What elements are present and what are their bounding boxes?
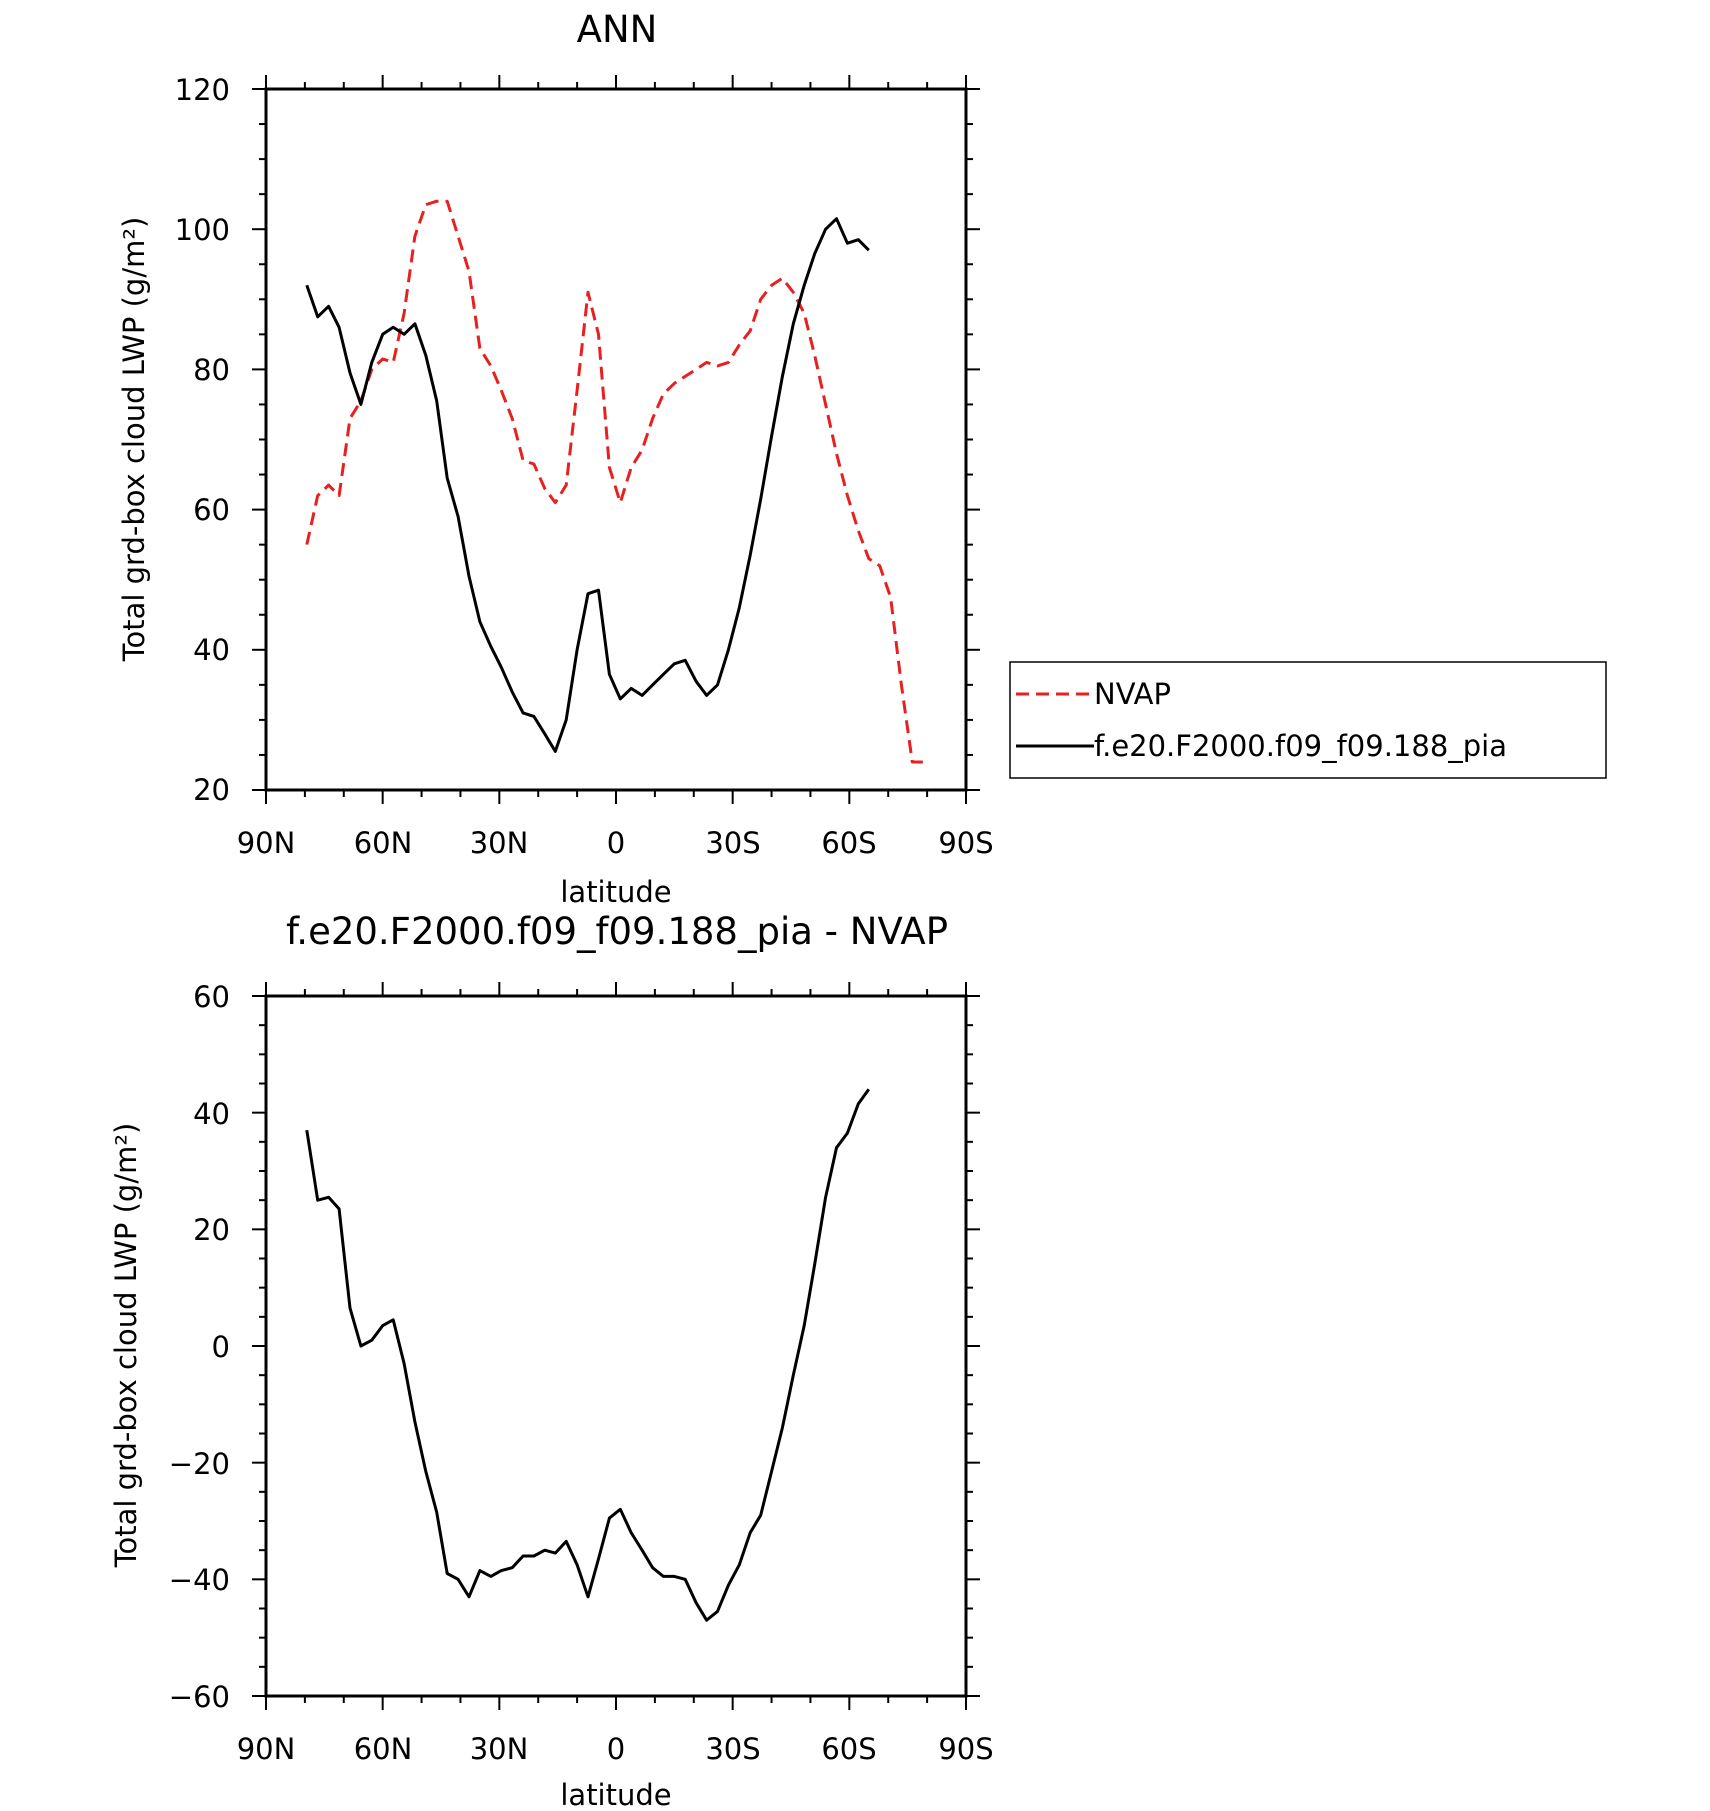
- y-tick-label: 0: [212, 1330, 230, 1364]
- legend-box: [1009, 661, 1607, 779]
- chart-2-title: f.e20.F2000.f09_f09.188_pia - NVAP: [286, 910, 948, 953]
- x-tick-label: 90S: [938, 826, 993, 860]
- y-tick-label: 20: [193, 1213, 230, 1247]
- series-line-f-e20-f2000-f09-f09-188-pia: [305, 217, 870, 753]
- y-tick-label: 20: [193, 773, 230, 807]
- chart-1-y-tick-labels: 120 100 80 60 40 20: [175, 73, 230, 807]
- x-tick-label: 90S: [938, 1732, 993, 1766]
- chart-2-plot-frame: [264, 994, 968, 1698]
- legend-label-nvap: NVAP: [1094, 677, 1171, 711]
- chart-2-major-ticks: [252, 982, 980, 1710]
- y-tick-label: 60: [193, 980, 230, 1014]
- chart-2-series: [305, 1088, 871, 1622]
- x-tick-label: 30N: [470, 826, 529, 860]
- chart-1-title: ANN: [577, 8, 658, 51]
- chart-1-legend: NVAP f.e20.F2000.f09_f09.188_pia: [1009, 661, 1607, 779]
- y-tick-label: −60: [169, 1680, 230, 1714]
- chart-1-y-axis-title: Total grd-box cloud LWP (g/m²): [117, 217, 151, 663]
- x-tick-label: 60S: [821, 1732, 876, 1766]
- y-tick-label: −20: [169, 1447, 230, 1481]
- x-tick-label: 0: [607, 826, 625, 860]
- chart-1-major-ticks: [252, 75, 980, 804]
- x-tick-label: 30N: [470, 1732, 529, 1766]
- chart-1-x-axis-title: latitude: [560, 875, 671, 909]
- x-tick-label: 30S: [705, 826, 760, 860]
- x-tick-label: 90N: [237, 826, 296, 860]
- chart-2-y-tick-labels: 60 40 20 0 −20 −40 −60: [169, 980, 230, 1714]
- y-tick-label: −40: [169, 1563, 230, 1597]
- legend-label-model: f.e20.F2000.f09_f09.188_pia: [1094, 729, 1507, 763]
- chart-1-series: [305, 199, 923, 764]
- y-tick-label: 120: [175, 73, 230, 107]
- chart-2-x-tick-labels: 90N 60N 30N 0 30S 60S 90S: [237, 1732, 994, 1766]
- chart-1: ANN 120 100 80 60 40 20 90N 60N 30N 0 30…: [117, 8, 1607, 909]
- chart-2-x-axis-title: latitude: [560, 1778, 671, 1811]
- chart-2-minor-ticks: [259, 989, 973, 1703]
- chart-1-plot-frame: [264, 87, 968, 792]
- y-tick-label: 80: [193, 353, 230, 387]
- series-line-difference: [305, 1088, 871, 1622]
- x-tick-label: 30S: [705, 1732, 760, 1766]
- y-tick-label: 60: [193, 493, 230, 527]
- x-tick-label: 90N: [237, 1732, 296, 1766]
- x-tick-label: 60N: [354, 826, 413, 860]
- series-line-nvap: [305, 199, 923, 764]
- chart-1-x-tick-labels: 90N 60N 30N 0 30S 60S 90S: [237, 826, 994, 860]
- chart-2: f.e20.F2000.f09_f09.188_pia - NVAP 60 40…: [109, 910, 994, 1811]
- x-tick-label: 0: [607, 1732, 625, 1766]
- x-tick-label: 60N: [354, 1732, 413, 1766]
- chart-2-y-axis-title: Total grd-box cloud LWP (g/m²): [109, 1123, 143, 1569]
- x-tick-label: 60S: [821, 826, 876, 860]
- y-tick-label: 40: [193, 633, 230, 667]
- y-tick-label: 100: [175, 213, 230, 247]
- y-tick-label: 40: [193, 1097, 230, 1131]
